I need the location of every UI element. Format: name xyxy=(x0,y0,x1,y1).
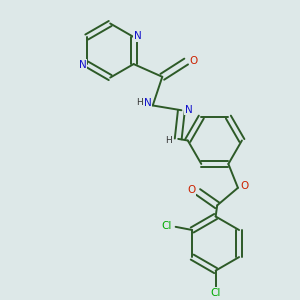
Text: O: O xyxy=(240,181,248,191)
Text: O: O xyxy=(189,56,197,66)
Text: N: N xyxy=(134,32,142,41)
Text: H: H xyxy=(136,98,143,107)
Text: N: N xyxy=(79,60,86,70)
Text: H: H xyxy=(165,136,171,145)
Text: O: O xyxy=(187,185,195,195)
Text: Cl: Cl xyxy=(161,220,172,231)
Text: N: N xyxy=(144,98,152,108)
Text: N: N xyxy=(184,105,192,115)
Text: Cl: Cl xyxy=(210,288,221,298)
